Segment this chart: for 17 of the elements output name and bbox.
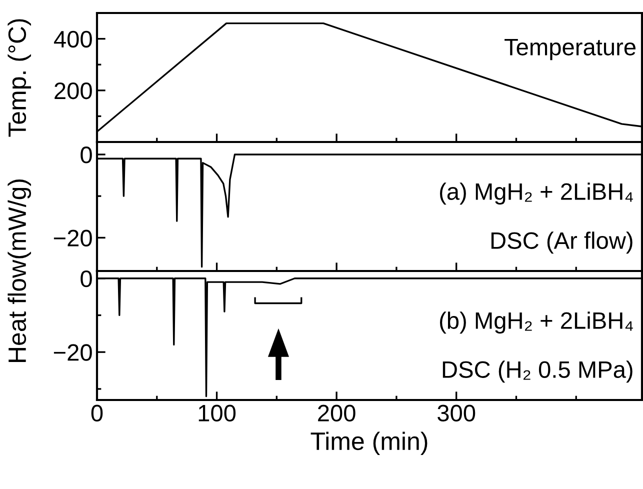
x-tick-label: 300 <box>438 404 476 422</box>
x-axis-title: Time (min) <box>310 432 428 456</box>
annotation: (a) MgH₂ + 2LiBH₄ <box>440 182 633 205</box>
y-tick-label: −20 <box>54 344 92 361</box>
annotation: (b) MgH₂ + 2LiBH₄ <box>440 312 633 334</box>
y-tick-label: 0 <box>80 146 92 164</box>
y-axis-title: Temp. (°C) <box>8 19 32 137</box>
x-tick-label: 100 <box>198 404 236 422</box>
y-tick-label: 400 <box>54 30 92 48</box>
y-tick-label: 200 <box>54 82 92 100</box>
y-tick-label: 0 <box>80 270 92 288</box>
y-tick-label: −20 <box>54 230 92 246</box>
annotation: Temperature <box>504 38 636 60</box>
annotation: DSC (H₂ 0.5 MPa) <box>442 360 632 383</box>
x-tick-label: 200 <box>318 404 356 422</box>
y-axis-title: Heat flow(mW/g) <box>8 179 32 362</box>
annotation: DSC (Ar flow) <box>491 232 632 254</box>
